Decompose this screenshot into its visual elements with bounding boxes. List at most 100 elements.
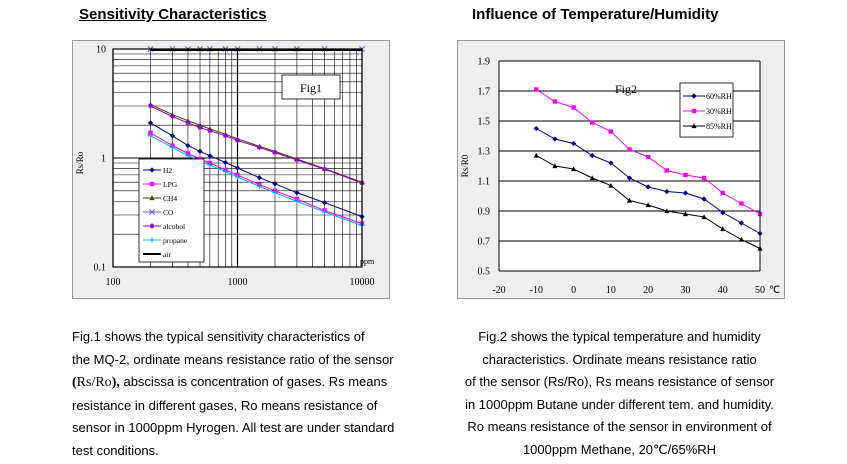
legend-item-30%RH: 30%RH bbox=[683, 107, 732, 116]
legend-marker bbox=[149, 195, 155, 201]
temperature-humidity-heading: Influence of Temperature/Humidity bbox=[472, 6, 719, 23]
legend-item-CO: CO bbox=[143, 208, 174, 217]
data-point-85%RH bbox=[720, 226, 726, 232]
x-tick-label: 30 bbox=[680, 285, 690, 296]
sensitivity-heading: Sensitivity Characteristics bbox=[79, 6, 267, 23]
x-tick-label: 0 bbox=[571, 285, 576, 296]
legend-item-H2: H2 bbox=[143, 166, 172, 175]
data-point-propane bbox=[272, 190, 278, 196]
series-layer bbox=[533, 87, 763, 251]
caption-line: in 1000ppm Butane under different tem. a… bbox=[465, 396, 774, 412]
data-point-30%RH bbox=[552, 99, 558, 104]
data-point-85%RH bbox=[608, 182, 614, 188]
plot-border bbox=[112, 48, 363, 268]
legend-marker bbox=[149, 181, 155, 187]
y-tick-label: 1.5 bbox=[478, 117, 491, 128]
y-tick-label: 1.3 bbox=[478, 147, 491, 158]
y-axis-label: Rs/R0 bbox=[460, 154, 470, 177]
y-tick-label: 0.9 bbox=[478, 207, 491, 218]
legend: 60%RH 30%RH 85%RH bbox=[679, 82, 734, 138]
data-point-propane bbox=[222, 169, 229, 175]
data-point-propane bbox=[185, 153, 191, 159]
caption-line: the MQ-2, ordinate means resistance rati… bbox=[72, 351, 394, 367]
y-tick-label: 0.5 bbox=[478, 267, 491, 278]
x-tick-label: -10 bbox=[530, 285, 543, 296]
data-point-30%RH bbox=[683, 172, 688, 178]
data-point-propane bbox=[169, 144, 176, 151]
legend: H2 LPG CH4 CO alcohol propane air bbox=[138, 158, 205, 263]
data-point-85%RH bbox=[533, 152, 539, 158]
caption-line: 1000ppm Methane, 20℃/65%RH bbox=[522, 441, 717, 457]
legend-marker bbox=[691, 123, 697, 129]
series-H2 bbox=[147, 120, 365, 220]
y-tick-labels: 1.9 1.7 1.5 1.3 1.1 0.9 0.7 0.5 bbox=[478, 57, 491, 278]
data-point-30%RH bbox=[645, 154, 651, 160]
data-point-alcohol bbox=[321, 166, 328, 172]
data-point-60%RH bbox=[626, 175, 633, 181]
axes-frame bbox=[112, 48, 363, 268]
data-point-30%RH bbox=[739, 201, 744, 206]
data-point-85%RH bbox=[738, 236, 744, 242]
caption-line: Fig.1 shows the typical sensitivity char… bbox=[72, 329, 365, 344]
y-tick-label: 10 bbox=[96, 45, 106, 56]
legend-item-alcohol: alcohol bbox=[143, 222, 185, 231]
series-line-alcohol bbox=[150, 105, 363, 184]
data-point-H2 bbox=[185, 142, 191, 149]
data-point-30%RH bbox=[534, 87, 539, 92]
legend-marker bbox=[149, 237, 155, 243]
x-tick-labels: -20 -10 0 10 20 30 40 50 bbox=[492, 285, 765, 296]
caption-line: resistance in different gases, Ro means … bbox=[72, 397, 378, 413]
x-tick-label: 40 bbox=[718, 285, 728, 296]
data-point-85%RH bbox=[645, 202, 651, 208]
legend-item-LPG: LPG bbox=[143, 180, 178, 189]
temperature-humidity-chart: Rs/R0 ℃ 1.9 1.7 1.5 1.3 1.1 0.9 0.7 0.5 -20 -10 0… bbox=[460, 57, 780, 297]
legend-label: 30%RH bbox=[706, 107, 732, 116]
caption-line: sensor in 1000ppm Hyrogen. All test are … bbox=[72, 420, 395, 436]
data-point-H2 bbox=[169, 133, 176, 139]
data-point-30%RH bbox=[627, 147, 632, 152]
series-line-propane bbox=[150, 135, 363, 227]
data-point-alcohol bbox=[256, 144, 263, 151]
caption-line: of the sensor (Rs/Ro), Rs means resistan… bbox=[464, 374, 775, 390]
data-point-H2 bbox=[222, 159, 229, 166]
data-point-alcohol bbox=[234, 137, 241, 144]
fig1-label: Fig1 bbox=[300, 81, 322, 95]
data-point-30%RH bbox=[720, 190, 725, 196]
series-line-H2 bbox=[150, 122, 363, 218]
rs-ro-symbol: Rs/Ro bbox=[76, 375, 112, 391]
series-propane bbox=[147, 133, 365, 229]
sensitivity-caption: Fig.1 shows the typical sensitivity char… bbox=[72, 326, 394, 463]
data-point-alcohol bbox=[147, 103, 154, 109]
data-point-H2 bbox=[147, 120, 154, 126]
fig2-label: Fig2 bbox=[615, 82, 637, 96]
caption-paren: ), bbox=[111, 375, 120, 391]
sensitivity-chart-panel: Rs/Ro ppm 10 1 0.1 100 1000 10000 Fig1 H2 LPG… bbox=[72, 40, 390, 299]
data-point-propane bbox=[147, 133, 154, 139]
data-point-propane bbox=[207, 162, 213, 168]
legend-label: CO bbox=[163, 208, 174, 217]
data-point-85%RH bbox=[664, 208, 670, 214]
data-point-85%RH bbox=[626, 197, 633, 203]
y-tick-label: 0.7 bbox=[478, 237, 491, 248]
data-point-30%RH bbox=[608, 129, 614, 134]
legend-item-propane: propane bbox=[143, 236, 188, 245]
data-point-30%RH bbox=[664, 168, 669, 173]
data-point-alcohol bbox=[185, 120, 191, 126]
caption-paren: ( bbox=[72, 375, 77, 391]
caption-line: (Rs/Ro), abscissa is concentration of ga… bbox=[72, 371, 394, 395]
x-tick-label: 1000 bbox=[228, 277, 248, 288]
temperature-humidity-chart-panel: Rs/R0 ℃ 1.9 1.7 1.5 1.3 1.1 0.9 0.7 0.5 -20 -10 0… bbox=[457, 40, 785, 299]
caption-text: abscissa is concentration of gases. Rs m… bbox=[119, 374, 388, 390]
data-point-30%RH bbox=[571, 105, 576, 110]
data-point-propane bbox=[256, 183, 263, 189]
legend-box bbox=[679, 82, 734, 138]
x-axis-unit-label: ppm bbox=[360, 257, 375, 266]
legend-label: 85%RH bbox=[706, 122, 732, 131]
data-point-propane bbox=[321, 209, 328, 215]
sensitivity-chart: Rs/Ro ppm 10 1 0.1 100 1000 10000 Fig1 H2 LPG… bbox=[75, 45, 375, 289]
data-point-alcohol bbox=[294, 157, 300, 163]
data-point-LPG bbox=[148, 130, 153, 136]
data-point-H2 bbox=[234, 165, 241, 171]
y-tick-label: 1.1 bbox=[478, 177, 491, 188]
legend-label: CH4 bbox=[163, 194, 177, 203]
